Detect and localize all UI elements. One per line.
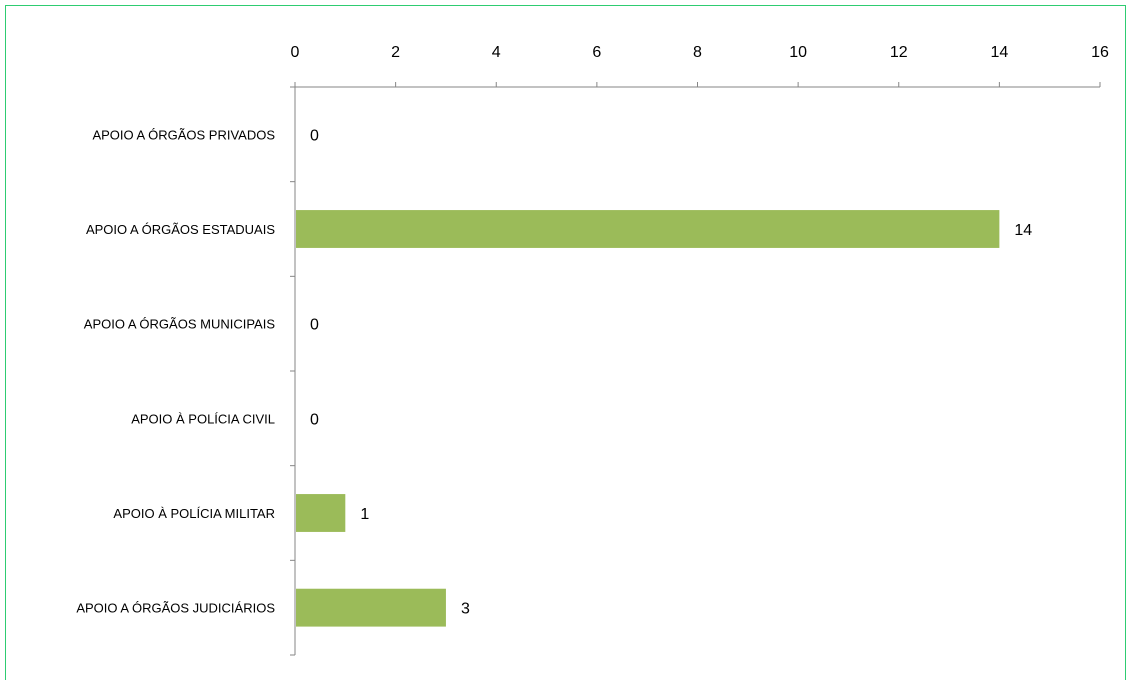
category-label: APOIO A ÓRGÃOS PRIVADOS (92, 127, 275, 142)
x-tick-label: 14 (990, 44, 1008, 61)
category-label: APOIO À POLÍCIA MILITAR (113, 506, 275, 521)
category-label: APOIO A ÓRGÃOS ESTADUAIS (86, 222, 275, 237)
data-label: 0 (310, 317, 319, 334)
x-tick-label: 6 (592, 44, 601, 61)
x-tick-label: 2 (391, 44, 400, 61)
x-axis-ticks: 0 2 4 6 8 10 12 14 16 (291, 44, 1109, 88)
data-label: 0 (310, 411, 319, 428)
x-tick-label: 0 (291, 44, 300, 61)
x-tick-label: 8 (693, 44, 702, 61)
bar (296, 210, 1000, 248)
category-axis: APOIO A ÓRGÃOS PRIVADOS APOIO A ÓRGÃOS ES… (76, 86, 296, 656)
x-tick-label: 12 (890, 44, 908, 61)
category-label: APOIO À POLÍCIA CIVIL (131, 411, 275, 426)
chart-frame (5, 5, 1126, 680)
category-label: APOIO A ÓRGÃOS JUDICIÁRIOS (76, 601, 275, 616)
data-labels: 0 14 0 0 1 3 (310, 127, 1032, 617)
x-tick-label: 4 (492, 44, 501, 61)
data-label: 3 (461, 601, 470, 618)
x-tick-label: 10 (789, 44, 807, 61)
bar (296, 588, 446, 627)
data-label: 0 (310, 127, 319, 144)
category-label: APOIO A ÓRGÃOS MUNICIPAIS (84, 317, 276, 332)
bar (296, 494, 346, 532)
bars (296, 210, 1000, 627)
x-tick-label: 16 (1091, 44, 1109, 61)
data-label: 14 (1014, 222, 1032, 239)
data-label: 1 (360, 506, 369, 523)
